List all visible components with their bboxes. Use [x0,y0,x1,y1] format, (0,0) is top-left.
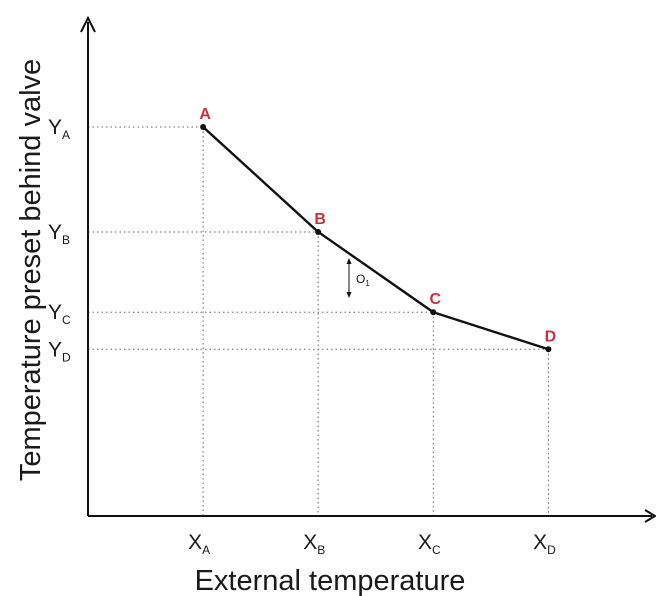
x-axis-title: External temperature [195,565,466,596]
y-tick-label-c: YC [48,301,71,327]
axes [81,18,655,522]
x-tick-labels: XA XB XC XD [188,531,556,557]
annotation-arrow-down-icon [347,292,352,298]
series-line-group [203,127,548,349]
y-tick-label-a: YA [48,116,70,142]
y-tick-labels: YA YB YC YD [48,116,71,364]
annotation-o1: O1 [347,258,371,298]
point-d [545,346,551,352]
point-label-a: A [199,106,211,123]
point-label-c: C [430,291,442,308]
point-a [200,124,206,130]
annotation-arrow-up-icon [347,258,352,264]
point-label-d: D [545,328,557,345]
point-label-b: B [314,211,326,228]
x-tick-label-c: XC [418,531,441,557]
x-tick-label-d: XD [533,531,556,557]
y-axis-title: Temperature preset behind valve [15,59,47,481]
series-line [203,127,548,349]
guide-lines [88,127,548,516]
point-c [430,309,436,315]
x-tick-label-b: XB [303,531,325,557]
annotation-label: O1 [356,272,370,288]
y-tick-label-b: YB [48,221,70,247]
y-tick-label-d: YD [48,338,71,364]
points: A B C D [199,106,556,352]
point-b [315,229,321,235]
x-tick-label-a: XA [188,531,210,557]
